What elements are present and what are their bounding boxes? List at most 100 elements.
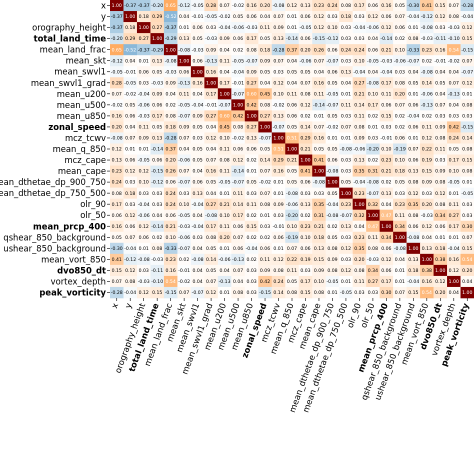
cell-value-label: -0.03	[178, 224, 190, 230]
cell-value-label: 0.17	[233, 213, 243, 219]
heatmap-cell	[177, 143, 192, 155]
cell-value-label: 0.13	[314, 246, 324, 252]
cell-value-label: 0.06	[300, 14, 310, 20]
heatmap-cell	[379, 242, 394, 255]
cell-value-label: 0.02	[246, 213, 256, 219]
heatmap-cell	[433, 187, 448, 199]
heatmap-cell	[433, 66, 448, 78]
cell-value-label: -0.14	[232, 169, 244, 175]
heatmap-cell	[110, 121, 124, 133]
cell-value-label: 0.04	[206, 191, 216, 197]
heatmap-cell	[406, 154, 421, 166]
cell-value-label: -0.28	[165, 136, 177, 142]
cell-value-label: 0.07	[112, 91, 122, 97]
heatmap-cell	[204, 187, 219, 199]
cell-value-label: 0.30	[462, 224, 472, 230]
cell-value-label: -0.08	[421, 25, 433, 31]
heatmap-cell	[406, 198, 421, 211]
cell-value-label: 0.34	[395, 224, 405, 230]
cell-value-label: 0.10	[287, 224, 297, 230]
heatmap-cell	[217, 275, 232, 288]
cell-value-label: 0.12	[449, 268, 459, 274]
heatmap-cell	[204, 231, 219, 244]
heatmap-cell	[352, 55, 367, 67]
heatmap-cell	[460, 165, 474, 177]
cell-value-label: 0.21	[381, 169, 391, 175]
cell-value-label: -0.02	[448, 58, 460, 64]
cell-value-label: 0.42	[246, 102, 256, 108]
heatmap-cell	[123, 220, 138, 233]
y-tick-label: x	[101, 1, 106, 11]
cell-value-label: 0.07	[300, 80, 310, 86]
heatmap-cell	[110, 66, 124, 78]
cell-value-label: 0.11	[381, 91, 391, 97]
cell-value-label: 0.05	[206, 246, 216, 252]
cell-value-label: 0.07	[179, 136, 189, 142]
heatmap-cell	[217, 33, 232, 45]
cell-value-label: 0.03	[368, 136, 378, 142]
heatmap-cell	[204, 121, 219, 133]
cell-value-label: 0.31	[314, 213, 324, 219]
cell-value-label: 0.01	[408, 91, 418, 97]
cell-value-label: 0.16	[381, 3, 391, 9]
cell-value-label: 0.23	[381, 158, 391, 164]
heatmap-cell	[136, 11, 151, 23]
cell-value-label: 0.23	[354, 235, 364, 241]
cell-value-label: 0.04	[422, 235, 432, 241]
heatmap-cell	[393, 0, 407, 12]
cell-value-label: 0.10	[449, 169, 459, 175]
heatmap-cell	[379, 55, 394, 67]
y-tick-label: mean_u200	[57, 89, 106, 99]
heatmap-cell	[406, 33, 421, 45]
heatmap-cell	[163, 66, 178, 78]
cell-value-label: 0.01	[179, 25, 189, 31]
heatmap-cell	[406, 55, 421, 67]
cell-value-label: 0.10	[327, 25, 337, 31]
heatmap-cell	[258, 165, 273, 177]
cell-value-label: 0.01	[368, 125, 378, 131]
heatmap-cell	[204, 165, 219, 177]
cell-value-label: 0.06	[166, 180, 176, 186]
heatmap-cell	[217, 165, 232, 177]
heatmap-cell	[312, 187, 326, 199]
heatmap-cell	[150, 99, 165, 111]
heatmap-cell	[460, 110, 474, 122]
cell-value-label: 0.07	[462, 58, 472, 64]
heatmap-cell	[190, 0, 205, 12]
y-tick-label: mcz_tcwv	[65, 133, 106, 143]
heatmap-cell	[123, 0, 138, 12]
heatmap-cell	[406, 275, 421, 288]
heatmap-cell	[312, 198, 326, 211]
cell-value-label: 0.29	[152, 14, 162, 20]
heatmap-cell	[258, 44, 273, 56]
heatmap-cell	[285, 110, 300, 122]
cell-value-label: 0.13	[300, 202, 310, 208]
cell-value-label: 0.05	[193, 147, 203, 153]
heatmap-cell	[352, 121, 367, 133]
cell-value-label: 0.05	[260, 36, 270, 42]
y-tick-label: olr_50	[80, 210, 106, 220]
heatmap-cell	[298, 44, 313, 56]
cell-value-label: 0.03	[300, 191, 310, 197]
cell-value-label: 0.27	[206, 202, 216, 208]
cell-value-label: 0.04	[381, 202, 391, 208]
y-tick-label: mean_cape	[58, 166, 106, 176]
cell-value-label: 0.09	[273, 25, 283, 31]
cell-value-label: 0.12	[125, 169, 135, 175]
cell-value-label: 0.03	[381, 125, 391, 131]
cell-value-label: 0.06	[327, 69, 337, 75]
heatmap-cell	[298, 198, 313, 211]
cell-value-label: -0.04	[448, 246, 460, 252]
cell-value-label: 0.06	[395, 25, 405, 31]
cell-value-label: 0.16	[206, 69, 216, 75]
heatmap-cell	[420, 110, 434, 122]
heatmap-cell	[379, 165, 394, 177]
heatmap-cell	[204, 132, 219, 144]
cell-value-label: 0.06	[381, 246, 391, 252]
cell-value-label: -0.15	[259, 290, 271, 296]
cell-value-label: -0.04	[353, 69, 365, 75]
heatmap-cell	[204, 286, 219, 299]
cell-value-label: 0.35	[314, 202, 324, 208]
cell-value-label: 0.08	[354, 268, 364, 274]
heatmap-cell	[433, 33, 448, 45]
